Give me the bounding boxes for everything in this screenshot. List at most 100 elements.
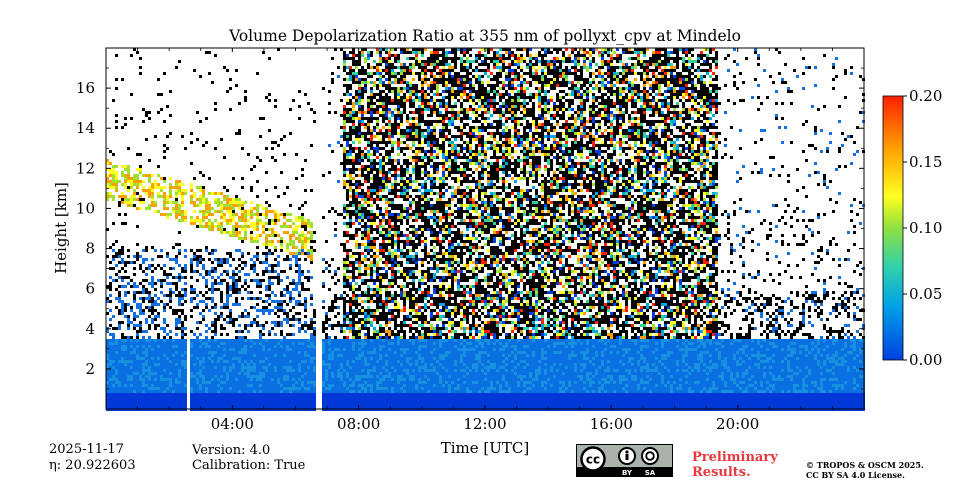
heatmap-cell [151, 345, 154, 348]
heatmap-cell [337, 366, 340, 369]
heatmap-cell [289, 345, 292, 348]
heatmap-cell [388, 339, 391, 342]
heatmap-cell [205, 324, 208, 327]
heatmap-cell [349, 129, 352, 132]
heatmap-cell [112, 336, 115, 339]
heatmap-cell [163, 378, 166, 381]
heatmap-cell [310, 261, 313, 264]
heatmap-cell [346, 87, 349, 90]
heatmap-cell [157, 393, 160, 396]
heatmap-cell [208, 357, 211, 360]
heatmap-cell [139, 282, 142, 285]
heatmap-cell [382, 348, 385, 351]
heatmap-cell [154, 294, 157, 297]
heatmap-cell [163, 381, 166, 384]
heatmap-cell [157, 324, 160, 327]
heatmap-cell [202, 186, 205, 189]
heatmap-cell [379, 225, 382, 228]
heatmap-cell [256, 375, 259, 378]
heatmap-cell [379, 273, 382, 276]
heatmap-cell [388, 60, 391, 63]
heatmap-cell [211, 267, 214, 270]
heatmap-cell [376, 51, 379, 54]
heatmap-cell [133, 402, 136, 405]
heatmap-cell [367, 387, 370, 390]
heatmap-cell [226, 393, 229, 396]
heatmap-cell [115, 54, 118, 57]
heatmap-cell [340, 330, 343, 333]
heatmap-cell [295, 405, 298, 408]
heatmap-cell [181, 192, 184, 195]
heatmap-cell [136, 381, 139, 384]
heatmap-cell [382, 126, 385, 129]
heatmap-cell [301, 282, 304, 285]
heatmap-cell [295, 357, 298, 360]
heatmap-cell [292, 357, 295, 360]
heatmap-cell [295, 351, 298, 354]
heatmap-cell [232, 219, 235, 222]
heatmap-cell [250, 231, 253, 234]
heatmap-cell [373, 96, 376, 99]
heatmap-cell [349, 234, 352, 237]
heatmap-cell [121, 369, 124, 372]
heatmap-cell [190, 390, 193, 393]
heatmap-cell [163, 363, 166, 366]
heatmap-cell [106, 192, 109, 195]
heatmap-cell [301, 246, 304, 249]
heatmap-cell [139, 342, 142, 345]
heatmap-cell [217, 396, 220, 399]
heatmap-cell [280, 378, 283, 381]
heatmap-cell [361, 321, 364, 324]
heatmap-cell [268, 357, 271, 360]
heatmap-cell [220, 312, 223, 315]
heatmap-cell [379, 360, 382, 363]
heatmap-cell [139, 393, 142, 396]
heatmap-cell [181, 357, 184, 360]
heatmap-cell [283, 270, 286, 273]
heatmap-cell [352, 330, 355, 333]
heatmap-cell [355, 324, 358, 327]
heatmap-cell [274, 300, 277, 303]
heatmap-cell [358, 183, 361, 186]
heatmap-cell [379, 375, 382, 378]
heatmap-cell [274, 213, 277, 216]
heatmap-cell [244, 216, 247, 219]
heatmap-cell [214, 225, 217, 228]
heatmap-cell [379, 165, 382, 168]
heatmap-cell [349, 381, 352, 384]
heatmap-cell [178, 378, 181, 381]
heatmap-cell [283, 354, 286, 357]
heatmap-cell [244, 348, 247, 351]
heatmap-cell [160, 399, 163, 402]
heatmap-cell [295, 402, 298, 405]
heatmap-cell [346, 354, 349, 357]
heatmap-cell [193, 255, 196, 258]
heatmap-cell [253, 321, 256, 324]
heatmap-cell [277, 372, 280, 375]
heatmap-cell [376, 120, 379, 123]
heatmap-cell [349, 372, 352, 375]
heatmap-cell [358, 147, 361, 150]
heatmap-cell [229, 108, 232, 111]
heatmap-cell [388, 261, 391, 264]
heatmap-cell [190, 189, 193, 192]
heatmap-cell [337, 297, 340, 300]
heatmap-cell [133, 384, 136, 387]
heatmap-cell [280, 387, 283, 390]
heatmap-cell [244, 219, 247, 222]
heatmap-cell [151, 375, 154, 378]
heatmap-cell [370, 324, 373, 327]
heatmap-cell [211, 252, 214, 255]
heatmap-cell [328, 360, 331, 363]
heatmap-cell [376, 147, 379, 150]
heatmap-cell [190, 381, 193, 384]
heatmap-cell [256, 156, 259, 159]
heatmap-cell [241, 252, 244, 255]
heatmap-cell [361, 402, 364, 405]
heatmap-cell [364, 132, 367, 135]
heatmap-cell [181, 381, 184, 384]
heatmap-cell [154, 357, 157, 360]
heatmap-cell [250, 279, 253, 282]
heatmap-cell [115, 165, 118, 168]
heatmap-cell [268, 366, 271, 369]
